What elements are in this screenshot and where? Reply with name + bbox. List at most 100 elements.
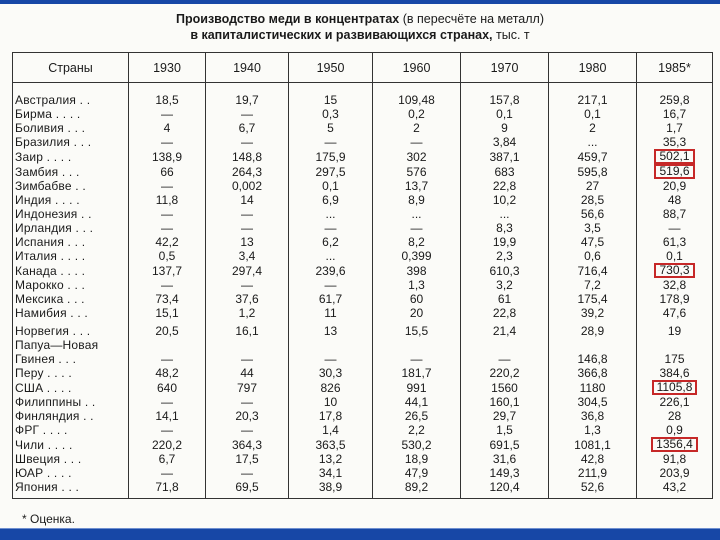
cell-value: 1,4: [288, 423, 373, 437]
cell-value: 8,2: [372, 235, 461, 249]
table-row: Намибия . . . 15,1 1,2 11 20 22,8 39,2 47,6: [12, 306, 713, 320]
title-block: Производство меди в концентратах (в пере…: [0, 11, 720, 43]
cell-value: 610,3: [460, 263, 549, 278]
cell-value: 39,2: [548, 306, 637, 320]
cell-value: 576: [372, 164, 461, 179]
cell-value: 138,9: [128, 149, 206, 164]
country-name: Испания . . .: [12, 235, 129, 249]
cell-value: 52,6: [548, 480, 637, 499]
country-name: Заир . . . .: [12, 149, 129, 164]
cell-value: 691,5: [460, 437, 549, 452]
cell-value: 15,1: [128, 306, 206, 320]
cell-value: 16,7: [636, 107, 713, 121]
cell-value: 1,7: [636, 121, 713, 135]
cell-value: —: [128, 423, 206, 437]
cell-value: 5: [288, 121, 373, 135]
cell-value: 398: [372, 263, 461, 278]
cell-value: 19,9: [460, 235, 549, 249]
table-row: Боливия . . . 4 6,7 5 2 9 2 1,7: [12, 121, 713, 135]
top-bar: [0, 0, 720, 4]
cell-value: 0,399: [372, 249, 461, 263]
cell-value: —: [636, 221, 713, 235]
highlighted-value: 502,1: [654, 149, 695, 164]
cell-value: 826: [288, 380, 373, 395]
cell-value: 0,9: [636, 423, 713, 437]
cell-value: —: [128, 466, 206, 480]
table-row: Филиппины . . — —10 44,1 160,1 304,5 226,1: [12, 395, 713, 409]
cell-value: 20: [372, 306, 461, 320]
cell-value: 11,8: [128, 193, 206, 207]
cell-value: 28,5: [548, 193, 637, 207]
cell-value: 149,3: [460, 466, 549, 480]
cell-value: —: [128, 107, 206, 121]
cell-value: 48,2: [128, 366, 206, 380]
cell-value: 22,8: [460, 306, 549, 320]
cell-value: 11: [288, 306, 373, 320]
cell-value: 27: [548, 179, 637, 193]
cell-value: 175,4: [548, 292, 637, 306]
cell-value: 264,3: [205, 164, 289, 179]
cell-value: 640: [128, 380, 206, 395]
footnote: * Оценка.: [22, 512, 75, 526]
cell-value: 797: [205, 380, 289, 395]
table-row: Перу . . . . 48,2 44 30,3 181,7 220,2 366,8 384…: [12, 366, 713, 380]
cell-value: 88,7: [636, 207, 713, 221]
table-row: Индия . . . . 11,8 14 6,9 8,9 10,2 28,5 48: [12, 193, 713, 207]
cell-value: —: [128, 179, 206, 193]
country-name: Ирландия . . .: [12, 221, 129, 235]
table-row: Марокко . . . — — —1,3 3,2 7,2 32,8: [12, 278, 713, 292]
cell-value: 304,5: [548, 395, 637, 409]
cell-value: 530,2: [372, 437, 461, 452]
highlighted-value: 1356,4: [651, 437, 698, 452]
country-name: Канада . . . .: [12, 263, 129, 278]
cell-value: —: [205, 135, 289, 149]
table-row: Испания . . . 42,2 13 6,2 8,2 19,9 47,5 61,3: [12, 235, 713, 249]
cell-value: 9: [460, 121, 549, 135]
cell-value: 181,7: [372, 366, 461, 380]
cell-value: 203,9: [636, 466, 713, 480]
cell-value: —: [288, 221, 373, 235]
cell-value: —: [205, 423, 289, 437]
country-name: Мексика . . .: [12, 292, 129, 306]
cell: 502,1: [636, 149, 713, 164]
country-name: Перу . . . .: [12, 366, 129, 380]
cell-value: 19: [636, 320, 713, 338]
cell-value: 384,6: [636, 366, 713, 380]
table-row: ЮАР . . . . — —34,1 47,9 149,3 211,9 203,9: [12, 466, 713, 480]
cell-value: 109,48: [372, 82, 461, 107]
cell-value: 42,8: [548, 452, 637, 466]
table-row: Канада . . . . 137,7 297,4 239,6 398 610,3 716…: [12, 263, 713, 278]
cell-value: 0,002: [205, 179, 289, 193]
column-header: 1980: [548, 52, 637, 83]
cell-value: 146,8: [548, 338, 637, 366]
cell-value: 683: [460, 164, 549, 179]
header-row: Страны 1930 1940 1950 1960 1970 1980 1985*: [12, 52, 713, 83]
cell-value: 61: [460, 292, 549, 306]
country-name: Индия . . . .: [12, 193, 129, 207]
cell: 1105,8: [636, 380, 713, 395]
table-row: Бирма . . . . — —0,3 0,2 0,1 0,1 16,7: [12, 107, 713, 121]
country-name: Норвегия . . .: [12, 320, 129, 338]
cell-value: 0,3: [288, 107, 373, 121]
cell-value: 71,8: [128, 480, 206, 499]
table-row: Италия . . . . 0,5 3,4... 0,399 2,3 0,6 0,1: [12, 249, 713, 263]
cell-value: 1180: [548, 380, 637, 395]
cell-value: 2,2: [372, 423, 461, 437]
cell-value: 259,8: [636, 82, 713, 107]
cell-value: —: [372, 221, 461, 235]
table-row: США . . . . 640 797 826 991 1560 1180 1105,8: [12, 380, 713, 395]
cell-value: 42,2: [128, 235, 206, 249]
data-table: Страны 1930 1940 1950 1960 1970 1980 1985* Авст…: [12, 52, 713, 499]
column-header: Страны: [12, 52, 129, 83]
cell-value: —: [205, 466, 289, 480]
cell-value: 3,4: [205, 249, 289, 263]
cell-value: —: [128, 135, 206, 149]
cell-value: —: [460, 338, 549, 366]
cell-value: —: [205, 207, 289, 221]
cell-value: 220,2: [128, 437, 206, 452]
cell-value: 18,9: [372, 452, 461, 466]
cell-value: —: [128, 395, 206, 409]
cell-value: —: [288, 338, 373, 366]
table-row: Швеция . . . 6,7 17,5 13,2 18,9 31,6 42,8 91,8: [12, 452, 713, 466]
